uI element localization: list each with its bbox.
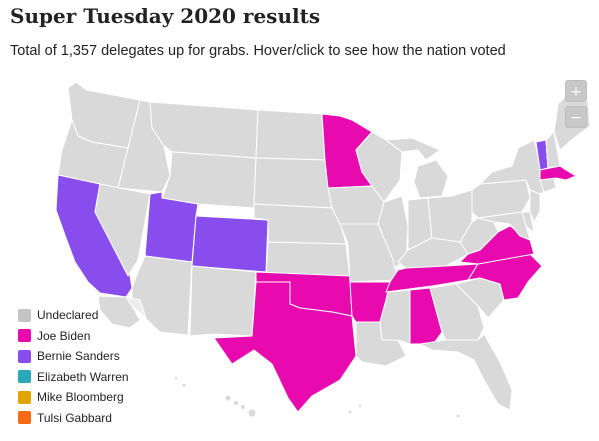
state-HI-3[interactable] — [240, 404, 246, 410]
legend-item-joe-biden[interactable]: Joe Biden — [18, 326, 129, 347]
state-WI[interactable] — [355, 131, 403, 203]
legend-label: Elizabeth Warren — [37, 369, 129, 384]
legend-label: Bernie Sanders — [37, 349, 120, 364]
state-TX[interactable] — [213, 281, 357, 413]
state-SD[interactable] — [253, 157, 333, 209]
legend-item-elizabeth-warren[interactable]: Elizabeth Warren — [18, 367, 129, 388]
legend-item-undeclared[interactable]: Undeclared — [18, 305, 129, 326]
legend-swatch — [18, 349, 31, 363]
state-UT[interactable] — [144, 191, 199, 263]
zoom-in-button[interactable]: + — [565, 80, 587, 102]
legend-label: Tulsi Gabbard — [37, 410, 112, 425]
state-WV[interactable] — [459, 217, 499, 255]
legend-label: Undeclared — [37, 308, 99, 323]
state-NM[interactable] — [189, 265, 257, 337]
page-title: Super Tuesday 2020 results — [10, 4, 321, 28]
legend: Undeclared Joe Biden Bernie Sanders Eliz… — [18, 305, 129, 428]
state-WY[interactable] — [161, 151, 257, 209]
legend-label: Joe Biden — [37, 328, 91, 343]
legend-label: Mike Bloomberg — [37, 390, 124, 405]
island-speck — [348, 410, 352, 414]
legend-swatch — [18, 390, 31, 404]
legend-swatch — [18, 411, 31, 425]
state-AK-light — [125, 296, 147, 319]
island-speck — [358, 404, 362, 408]
state-MA[interactable] — [539, 165, 577, 181]
state-AZ[interactable] — [131, 255, 193, 336]
state-HI-2[interactable] — [233, 400, 239, 406]
legend-swatch — [18, 329, 31, 343]
state-MT[interactable] — [149, 101, 259, 159]
legend-item-tulsi-gabbard[interactable]: Tulsi Gabbard — [18, 408, 129, 429]
state-ND[interactable] — [255, 109, 326, 161]
page-subtitle: Total of 1,357 delegates up for grabs. H… — [10, 43, 506, 59]
zoom-out-button[interactable]: − — [565, 106, 587, 128]
island-speck — [174, 376, 178, 380]
legend-swatch — [18, 308, 31, 322]
state-FL[interactable] — [419, 333, 513, 411]
state-DE[interactable] — [521, 211, 535, 233]
state-HI[interactable] — [224, 394, 232, 402]
state-MI[interactable] — [385, 137, 449, 199]
state-HI-4[interactable] — [247, 408, 257, 418]
island-speck — [456, 414, 460, 418]
legend-item-bernie-sanders[interactable]: Bernie Sanders — [18, 346, 129, 367]
us-map — [0, 70, 599, 441]
legend-item-mike-bloomberg[interactable]: Mike Bloomberg — [18, 387, 129, 408]
state-CO[interactable] — [191, 215, 269, 273]
state-NH[interactable] — [545, 131, 561, 169]
legend-swatch — [18, 370, 31, 384]
state-NE[interactable] — [253, 203, 347, 245]
island-speck — [182, 383, 186, 387]
state-NV[interactable] — [94, 183, 151, 277]
